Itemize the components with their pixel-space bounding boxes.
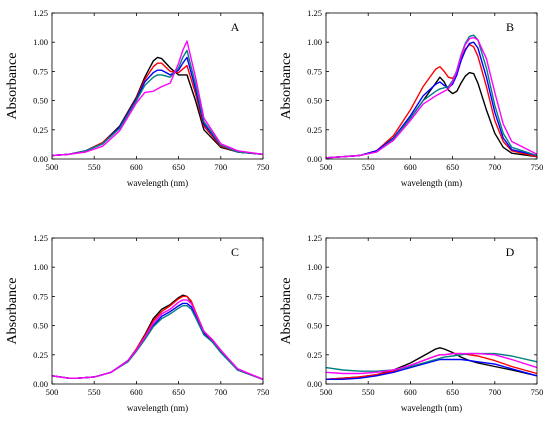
x-tick-label: 750 xyxy=(257,162,270,172)
y-tick-label: 0.00 xyxy=(307,154,322,164)
series-line-5 xyxy=(51,299,264,380)
series-line-5 xyxy=(325,36,538,159)
x-tick-label: 600 xyxy=(130,162,143,172)
series-line-2 xyxy=(51,295,264,380)
x-tick-label: 750 xyxy=(531,387,544,397)
x-axis-title: wavelength (nm) xyxy=(127,178,188,188)
panel-label: C xyxy=(231,245,239,259)
y-tick-label: 1.25 xyxy=(33,8,48,18)
x-tick-label: 600 xyxy=(130,387,143,397)
series-line-1 xyxy=(51,56,264,157)
plot-frame xyxy=(325,237,538,385)
y-tick-label: 0.25 xyxy=(33,350,48,360)
y-tick-label: 0.75 xyxy=(307,66,322,76)
x-tick-label: 500 xyxy=(46,162,59,172)
y-tick-label: 0.50 xyxy=(33,96,48,106)
y-tick-label: 0.75 xyxy=(33,291,48,301)
series-line-5 xyxy=(51,40,264,157)
panel-label: B xyxy=(506,20,514,34)
x-tick-label: 650 xyxy=(446,162,459,172)
panel-label: A xyxy=(231,20,240,34)
panel-a: 500 550 600 650 700 750 0.00 0.25 0.50 0.75 1.00 1.… xyxy=(5,8,269,188)
y-tick-label: 0.00 xyxy=(307,379,322,389)
series-line-4 xyxy=(325,34,538,159)
panel-c: 500 550 600 650 700 750 0.00 0.25 0.50 0.75 1.00 1.… xyxy=(5,233,269,413)
series-line-2 xyxy=(51,62,264,157)
x-tick-label: 550 xyxy=(362,387,375,397)
series-line-4 xyxy=(51,49,264,157)
y-axis-title: Absorbance xyxy=(279,278,294,345)
x-axis-title: wavelength (nm) xyxy=(401,178,462,188)
y-tick-label: 1.25 xyxy=(33,233,48,243)
y-tick-label: 0.75 xyxy=(33,66,48,76)
series-line-3 xyxy=(326,358,538,380)
y-tick-label: 1.00 xyxy=(307,262,322,272)
plot-frame xyxy=(325,12,538,160)
y-tick-label: 0.00 xyxy=(33,154,48,164)
plot-frame xyxy=(51,12,264,160)
x-tick-label: 650 xyxy=(446,387,459,397)
x-tick-label: 500 xyxy=(46,387,59,397)
x-tick-label: 750 xyxy=(257,387,270,397)
series-line-3 xyxy=(51,56,264,157)
x-tick-label: 750 xyxy=(531,162,544,172)
x-tick-label: 700 xyxy=(214,387,227,397)
y-tick-label: 0.00 xyxy=(33,379,48,389)
series-line-3 xyxy=(325,41,538,159)
y-tick-label: 1.00 xyxy=(33,262,48,272)
y-tick-label: 0.50 xyxy=(33,321,48,331)
y-tick-label: 0.25 xyxy=(307,125,322,135)
x-tick-label: 700 xyxy=(214,162,227,172)
y-axis-title: Absorbance xyxy=(5,278,20,345)
x-tick-label: 550 xyxy=(88,162,101,172)
series-line-2 xyxy=(325,43,538,159)
x-tick-label: 650 xyxy=(172,162,185,172)
x-tick-label: 700 xyxy=(488,387,501,397)
y-tick-label: 0.25 xyxy=(33,125,48,135)
y-tick-label: 1.25 xyxy=(307,8,322,18)
x-tick-label: 600 xyxy=(404,162,417,172)
y-axis-title: Absorbance xyxy=(5,53,20,120)
y-tick-label: 1.25 xyxy=(307,233,322,243)
x-axis-title: wavelength (nm) xyxy=(401,403,462,413)
y-tick-label: 0.50 xyxy=(307,321,322,331)
y-axis-title: Absorbance xyxy=(279,53,294,120)
y-tick-label: 1.00 xyxy=(33,37,48,47)
panel-b: 500 550 600 650 700 750 0.00 0.25 0.50 0.75 1.00 1.… xyxy=(279,8,543,188)
panel-d: 500 550 600 650 700 750 0.00 0.25 0.50 0.75 1.00 1.… xyxy=(279,233,543,413)
series-line-1 xyxy=(325,71,538,159)
plot-frame xyxy=(51,237,264,385)
x-tick-label: 550 xyxy=(362,162,375,172)
series-line-5 xyxy=(325,352,538,375)
x-tick-label: 600 xyxy=(404,387,417,397)
y-tick-label: 0.25 xyxy=(307,350,322,360)
panel-label: D xyxy=(506,245,515,259)
y-tick-label: 1.00 xyxy=(307,37,322,47)
series-line-1 xyxy=(51,294,264,380)
y-tick-label: 0.50 xyxy=(307,96,322,106)
x-axis-title: wavelength (nm) xyxy=(127,403,188,413)
x-tick-label: 500 xyxy=(320,162,333,172)
x-tick-label: 500 xyxy=(320,387,333,397)
x-tick-label: 700 xyxy=(488,162,501,172)
x-tick-label: 550 xyxy=(88,387,101,397)
y-tick-label: 0.75 xyxy=(307,291,322,301)
x-tick-label: 650 xyxy=(172,387,185,397)
